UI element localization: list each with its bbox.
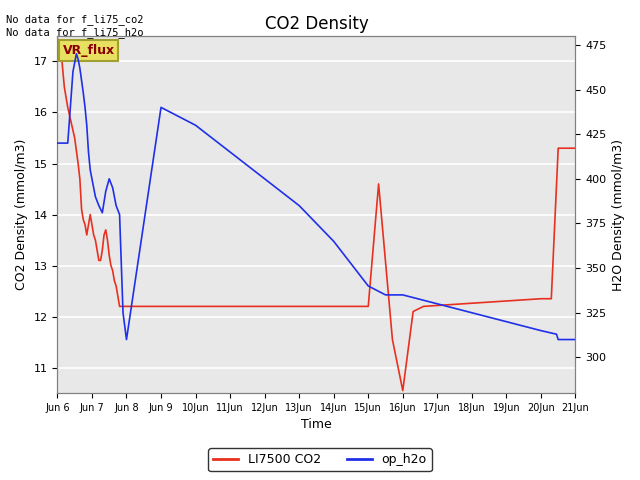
Y-axis label: H2O Density (mmol/m3): H2O Density (mmol/m3): [612, 139, 625, 290]
Text: VR_flux: VR_flux: [63, 44, 115, 57]
Legend: LI7500 CO2, op_h2o: LI7500 CO2, op_h2o: [209, 448, 431, 471]
Y-axis label: CO2 Density (mmol/m3): CO2 Density (mmol/m3): [15, 139, 28, 290]
X-axis label: Time: Time: [301, 419, 332, 432]
Text: No data for f_li75_co2
No data for f_li75_h2o: No data for f_li75_co2 No data for f_li7…: [6, 14, 144, 38]
Title: CO2 Density: CO2 Density: [264, 15, 368, 33]
